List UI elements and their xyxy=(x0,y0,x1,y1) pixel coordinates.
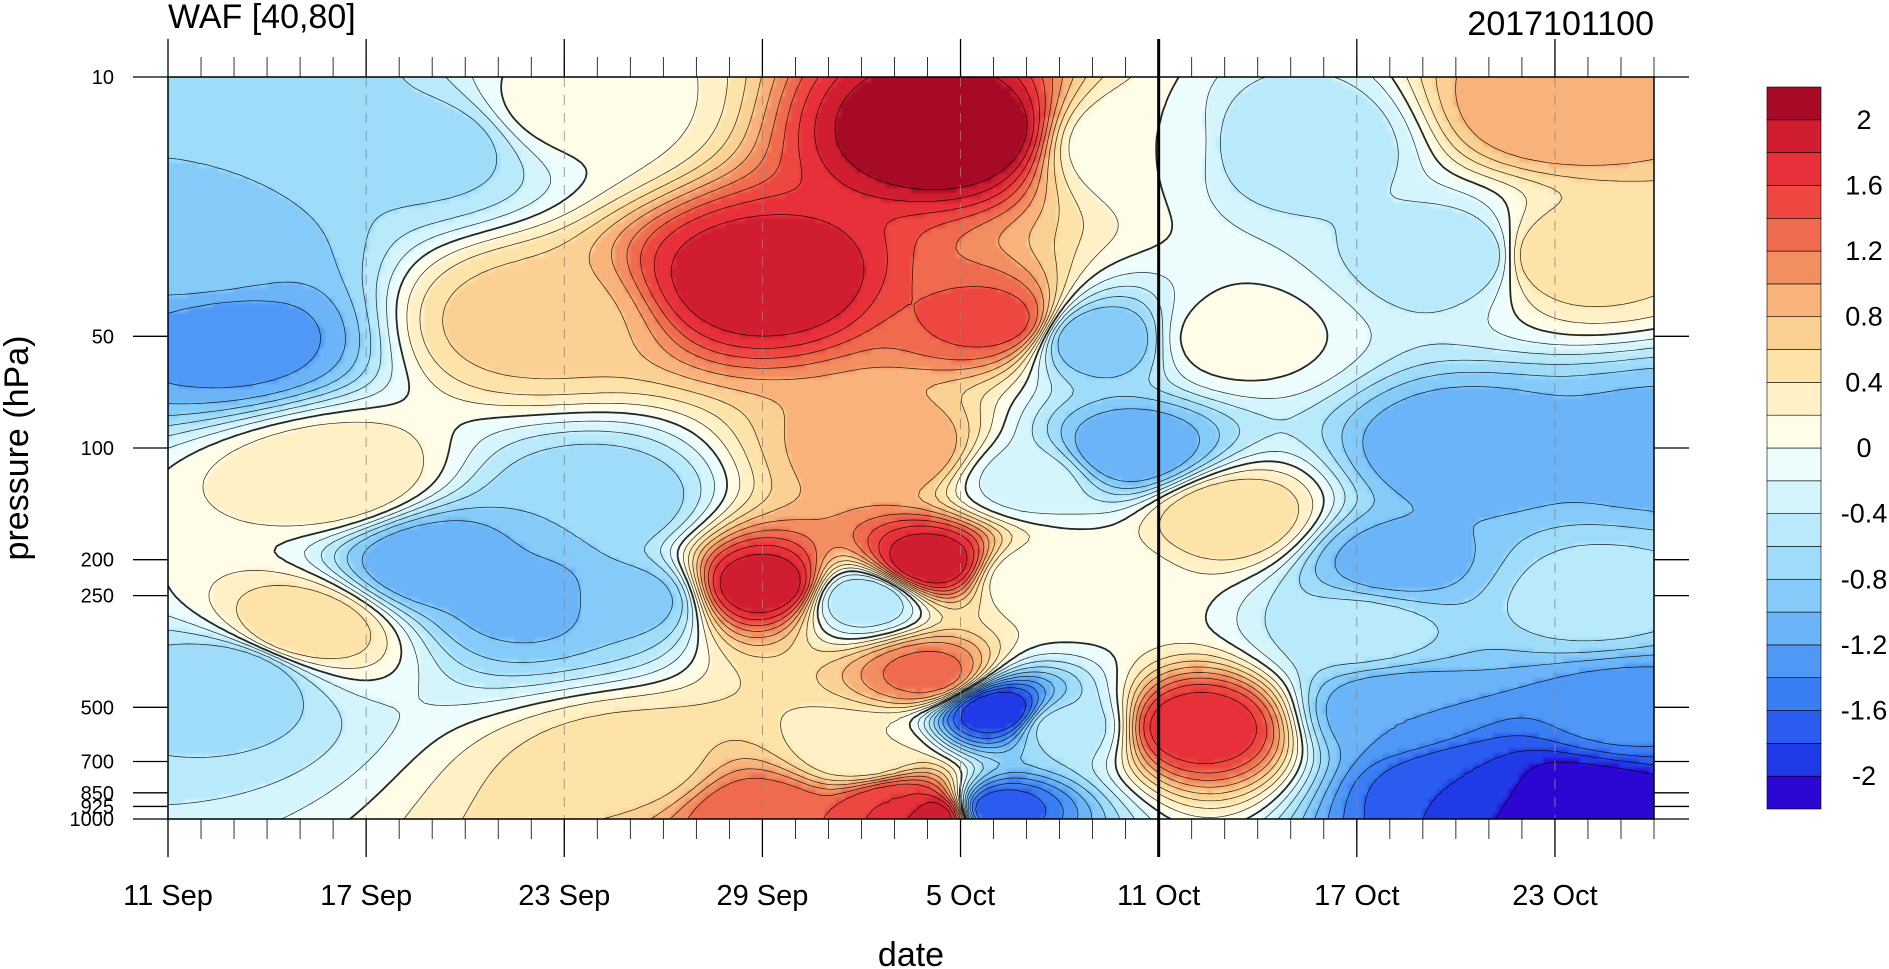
x-tick-label: 23 Sep xyxy=(518,880,610,912)
y-axis-title: pressure (hPa) xyxy=(0,336,36,561)
contour-line xyxy=(653,77,1257,819)
colorbar-swatch xyxy=(1766,710,1822,744)
y-tick-label: 925 xyxy=(81,796,114,818)
contour-line xyxy=(953,687,1654,819)
colorbar-swatch xyxy=(1766,480,1822,514)
colorbar-label: 1.6 xyxy=(1845,170,1883,200)
x-axis: 11 Sep 17 Sep 23 Sep 29 Sep 5 Oct 11 Oct 17 Oc… xyxy=(123,39,1655,912)
contour-line xyxy=(168,281,1654,819)
colorbar-label: -0.4 xyxy=(1841,499,1888,529)
y-tick-label: 500 xyxy=(81,697,114,719)
colorbar-swatch xyxy=(1766,677,1822,711)
colorbar-swatch xyxy=(1766,611,1822,646)
contour-line xyxy=(168,300,1654,819)
y-tick-label: 100 xyxy=(81,438,114,460)
y-tick-label: 850 xyxy=(81,783,114,805)
x-tick-label: 17 Oct xyxy=(1314,880,1399,912)
x-tick-label: 5 Oct xyxy=(926,880,995,912)
x-tick-label: 23 Oct xyxy=(1512,880,1597,912)
contour-line xyxy=(442,77,1654,819)
colorbar-label: -0.8 xyxy=(1841,564,1888,594)
y-tick-label: 10 xyxy=(92,67,114,89)
colorbar-label: 1.2 xyxy=(1845,236,1883,266)
colorbar-label: -1.6 xyxy=(1841,696,1888,726)
x-tick-label: 11 Oct xyxy=(1117,880,1200,912)
x-tick-label: 17 Sep xyxy=(320,880,412,912)
colorbar: -2 -1.6 -1.2 -0.8 -0.4 0 0.4 0.8 1.2 1.6 2 xyxy=(1766,86,1888,810)
contour-line xyxy=(671,77,1035,819)
colorbar-label: -2 xyxy=(1852,761,1876,791)
contour-line xyxy=(588,77,1654,819)
y-tick-label: 1000 xyxy=(70,809,115,831)
colorbar-swatch xyxy=(1766,382,1822,416)
contour-line xyxy=(202,77,1654,819)
colorbar-swatch xyxy=(1766,513,1822,547)
x-tick-label: 11 Sep xyxy=(123,880,213,912)
colorbar-swatch xyxy=(1766,152,1822,186)
colorbar-swatch xyxy=(1766,283,1822,318)
colorbar-label: -1.2 xyxy=(1841,630,1888,660)
x-tick-label: 29 Sep xyxy=(716,880,808,912)
contour-line xyxy=(834,77,1028,190)
chart-title-left: WAF [40,80] xyxy=(168,0,356,36)
colorbar-swatch xyxy=(1766,578,1822,613)
y-tick-label: 200 xyxy=(81,550,114,572)
colorbar-swatch xyxy=(1766,546,1822,580)
y-tick-label: 50 xyxy=(92,326,114,348)
colorbar-label: 0.8 xyxy=(1845,302,1883,332)
colorbar-swatch xyxy=(1766,250,1822,285)
colorbar-swatch xyxy=(1766,743,1822,777)
colorbar-label: 0.4 xyxy=(1845,367,1883,397)
plot-area xyxy=(168,77,1654,819)
colorbar-swatch xyxy=(1766,185,1822,219)
colorbar-label: 0 xyxy=(1856,433,1871,463)
contour-line xyxy=(168,77,1654,819)
colorbar-swatch xyxy=(1766,414,1822,449)
contour-line xyxy=(236,77,1654,819)
colorbar-swatch xyxy=(1766,86,1822,121)
contour-line xyxy=(168,77,1654,819)
chart-title-right: 2017101100 xyxy=(1467,5,1654,43)
contour-line xyxy=(1495,761,1654,819)
colorbar-swatch xyxy=(1766,217,1822,252)
x-axis-title: date xyxy=(878,936,944,969)
colorbar-swatch xyxy=(1766,775,1822,810)
colorbar-swatch xyxy=(1766,349,1822,383)
contour-line xyxy=(611,77,1280,819)
contour-line xyxy=(168,157,1654,819)
contour-line xyxy=(626,77,1275,819)
colorbar-label: 2 xyxy=(1856,105,1871,135)
contour-lines xyxy=(168,77,1654,819)
colorbar-swatch xyxy=(1766,447,1822,482)
colorbar-swatch xyxy=(1766,644,1822,679)
contour-line xyxy=(168,77,1654,819)
colorbar-swatch xyxy=(1766,316,1822,350)
contour-line xyxy=(960,691,1654,819)
y-tick-label: 700 xyxy=(81,752,114,774)
y-tick-label: 250 xyxy=(81,586,114,608)
colorbar-swatch xyxy=(1766,119,1822,153)
contour-line xyxy=(947,683,1654,819)
